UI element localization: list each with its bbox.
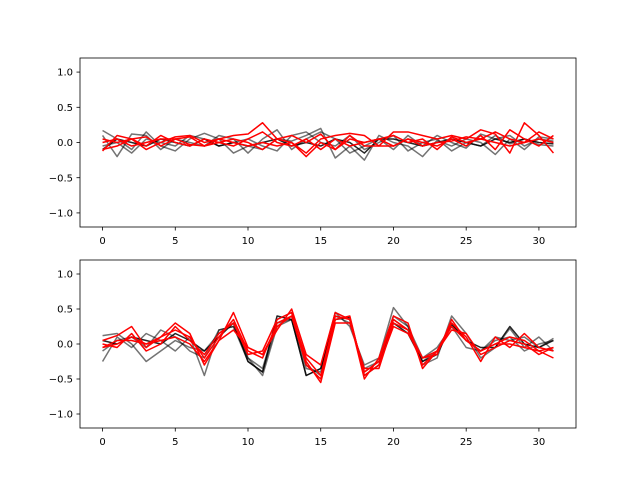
x-tick-label: 10 [242, 437, 255, 448]
x-tick-label: 30 [533, 236, 546, 247]
x-tick-label: 5 [172, 437, 178, 448]
y-tick-label: 0.5 [57, 103, 73, 114]
y-tick-label: 0.0 [57, 138, 73, 149]
y-tick-label: −1.0 [49, 209, 73, 220]
red-series-line-6 [102, 129, 554, 151]
y-tick-label: 0.0 [57, 340, 73, 351]
x-tick-label: 25 [460, 236, 473, 247]
red-series-line-4 [102, 122, 555, 154]
red-series-line-7 [102, 315, 554, 377]
x-tick-label: 0 [99, 236, 105, 247]
y-tick-label: 1.0 [57, 270, 73, 281]
x-tick-label: 0 [99, 437, 105, 448]
x-tick-label: 5 [172, 236, 178, 247]
x-tick-label: 30 [533, 437, 546, 448]
x-tick-label: 20 [387, 437, 400, 448]
y-tick-label: 1.0 [57, 68, 73, 79]
x-tick-label: 20 [387, 236, 400, 247]
plot-area [101, 122, 555, 161]
x-tick-label: 10 [242, 236, 255, 247]
x-tick-label: 25 [460, 437, 473, 448]
x-tick-label: 15 [314, 437, 327, 448]
x-tick-label: 15 [314, 236, 327, 247]
red-series-line-4 [102, 308, 554, 380]
subplot-top: 0 5 10 15 20 25 30 −1.0 −0.5 0.0 0.5 1.0 [49, 57, 577, 247]
y-tick-label: −1.0 [49, 410, 73, 421]
y-tick-label: −0.5 [49, 173, 73, 184]
red-series-line-5 [102, 131, 554, 151]
plot-area [101, 306, 554, 384]
red-series-line-6 [102, 311, 554, 384]
y-tick-label: 0.5 [57, 305, 73, 316]
red-series-line-7 [102, 134, 554, 158]
y-tick-label: −0.5 [49, 375, 73, 386]
subplot-bottom: 0 5 10 15 20 25 30 −1.0 −0.5 0.0 0.5 1.0 [49, 259, 577, 448]
